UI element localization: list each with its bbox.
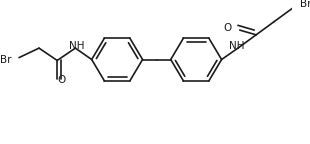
Text: NH: NH xyxy=(229,41,245,52)
Text: Br: Br xyxy=(300,0,310,10)
Text: Br: Br xyxy=(0,55,12,65)
Text: O: O xyxy=(58,75,66,85)
Text: O: O xyxy=(223,23,232,33)
Text: NH: NH xyxy=(69,41,84,52)
